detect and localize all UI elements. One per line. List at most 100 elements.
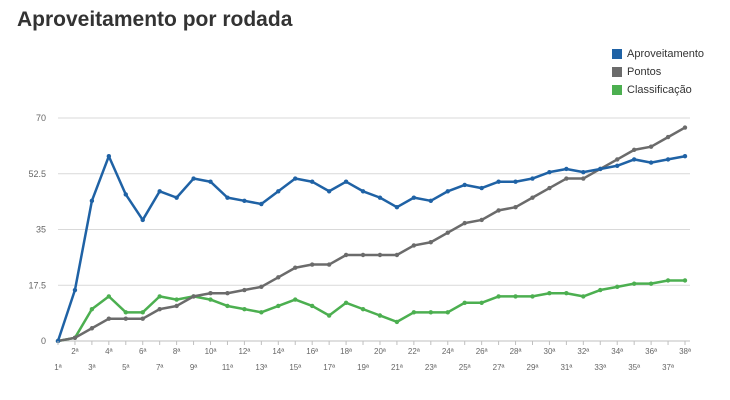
data-point [242, 198, 247, 204]
series-line-pontos [56, 126, 687, 343]
data-point [89, 306, 95, 312]
data-point [428, 198, 434, 204]
data-point [530, 294, 535, 299]
data-point [648, 160, 654, 165]
data-point [72, 335, 78, 341]
x-tick-label: 29ª [527, 363, 539, 372]
data-point [377, 252, 383, 258]
y-tick-label: 17.5 [28, 280, 46, 290]
data-point [326, 189, 332, 194]
data-point [89, 198, 95, 204]
x-tick-label: 26ª [476, 347, 488, 356]
x-tick-label: 35ª [628, 363, 640, 372]
data-point [513, 205, 518, 210]
data-point [665, 134, 671, 140]
x-tick-label: 12ª [238, 347, 250, 356]
data-point [665, 157, 671, 162]
data-point [343, 179, 349, 184]
data-point [411, 243, 417, 248]
data-point [343, 252, 349, 258]
x-tick-label: 2ª [71, 347, 78, 356]
data-point [309, 262, 315, 267]
x-tick-label: 5ª [122, 363, 129, 372]
data-point [106, 294, 112, 299]
legend-swatch [612, 49, 622, 59]
x-tick-label: 18ª [340, 347, 352, 356]
x-tick-label: 28ª [510, 347, 522, 356]
data-point [682, 125, 688, 130]
data-point [174, 195, 179, 200]
data-point [242, 287, 247, 293]
data-point [547, 291, 552, 296]
data-point [479, 300, 484, 305]
data-point [140, 316, 145, 321]
data-point [259, 201, 264, 207]
x-tick-label: 10ª [205, 347, 217, 356]
data-point [72, 287, 78, 293]
data-point [293, 265, 298, 270]
data-point [564, 291, 569, 296]
data-point [615, 284, 620, 290]
data-point [394, 252, 400, 258]
data-point [581, 294, 586, 299]
series-lines [55, 125, 688, 344]
data-point [564, 166, 569, 172]
x-tick-label: 21ª [391, 363, 403, 372]
data-point [360, 189, 366, 194]
data-point [513, 294, 518, 299]
data-point [326, 313, 332, 318]
x-tick-label: 25ª [459, 363, 471, 372]
data-point [377, 313, 383, 318]
x-tick-label: 33ª [594, 363, 606, 372]
x-tick-label: 11ª [222, 363, 233, 372]
legend-swatch [612, 67, 622, 77]
y-tick-label: 70 [36, 113, 46, 123]
data-point [157, 306, 162, 312]
x-tick-label: 3ª [88, 363, 95, 372]
data-point [174, 297, 179, 302]
x-tick-label: 23ª [425, 363, 437, 372]
data-point [462, 300, 467, 305]
x-tick-label: 16ª [306, 347, 318, 356]
x-tick-label: 22ª [408, 347, 420, 356]
data-point [360, 306, 366, 312]
data-point [106, 154, 112, 159]
data-point [106, 316, 112, 321]
x-tick-label: 31ª [560, 363, 572, 372]
data-point [428, 240, 434, 245]
data-point [394, 205, 400, 210]
legend-item[interactable]: Aproveitamento [612, 45, 727, 63]
data-point [462, 220, 467, 226]
data-point [682, 278, 688, 283]
data-point [581, 169, 586, 175]
data-point [682, 154, 688, 159]
data-point [326, 262, 332, 267]
x-tick-label: 34ª [611, 347, 623, 356]
data-point [309, 179, 315, 184]
legend-item[interactable]: Classificação [612, 81, 727, 99]
data-point [428, 310, 434, 315]
data-point [157, 189, 162, 194]
data-point [631, 147, 637, 153]
x-tick-label: 13ª [255, 363, 267, 372]
y-axis-ticks: 0 17.5 35 52.5 70 [28, 113, 46, 346]
data-point [547, 185, 552, 191]
data-point [225, 303, 230, 309]
data-point [496, 294, 501, 299]
x-tick-label: 19ª [357, 363, 369, 372]
x-tick-label: 36ª [645, 347, 657, 356]
data-point [276, 275, 281, 280]
x-tick-label: 7ª [156, 363, 163, 372]
data-point [564, 176, 569, 181]
y-tick-label: 52.5 [28, 169, 46, 179]
data-point [242, 306, 247, 312]
y-tick-label: 0 [41, 336, 46, 346]
data-point [479, 185, 484, 191]
x-tick-label: 20ª [374, 347, 386, 356]
data-point [174, 303, 179, 309]
legend: Aproveitamento Pontos Classificação [612, 45, 727, 99]
data-point [530, 176, 535, 181]
legend-item[interactable]: Pontos [612, 63, 727, 81]
data-point [225, 195, 230, 200]
